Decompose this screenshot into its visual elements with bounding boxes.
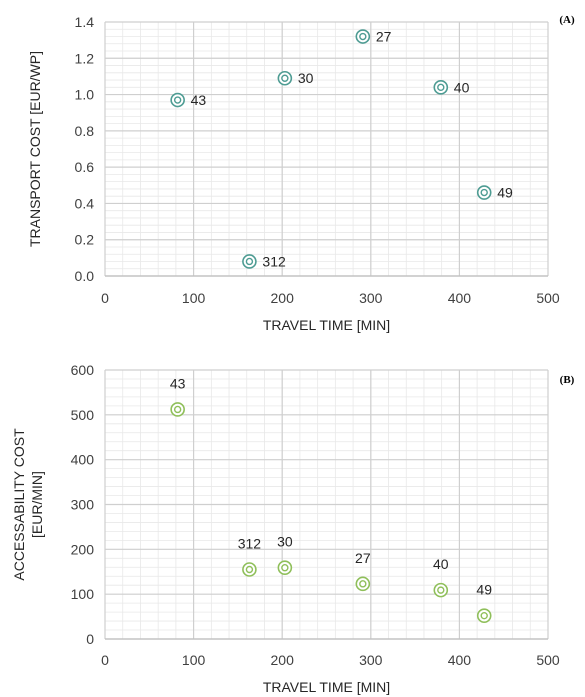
x-tick-label: 200 bbox=[271, 652, 295, 668]
y-tick-label: 0.2 bbox=[75, 232, 95, 248]
data-point-inner bbox=[359, 32, 367, 41]
y-tick-label: 1.2 bbox=[75, 50, 95, 66]
y-tick-label: 500 bbox=[71, 407, 95, 423]
data-label: 43 bbox=[191, 92, 207, 108]
panel-b: 0 100 200 300 400 500 0 100 200 300 400 500 600 TRAVE… bbox=[11, 362, 575, 695]
data-point-inner bbox=[437, 586, 445, 594]
x-tick-label: 400 bbox=[448, 290, 472, 306]
x-tick-label: 0 bbox=[101, 652, 109, 668]
data-label: 30 bbox=[277, 534, 293, 550]
y-tick-label: 600 bbox=[71, 362, 95, 378]
y-tick-label: 0.0 bbox=[75, 268, 95, 284]
x-tick-label: 400 bbox=[448, 652, 472, 668]
data-point bbox=[476, 185, 492, 200]
data-label: 312 bbox=[238, 536, 262, 552]
data-point bbox=[355, 576, 371, 592]
data-label: 40 bbox=[454, 79, 470, 95]
x-tick-label: 100 bbox=[182, 652, 206, 668]
x-axis-title: TRAVEL TIME [MIN] bbox=[263, 317, 390, 333]
x-tick-label: 300 bbox=[359, 290, 383, 306]
x-tick-label: 100 bbox=[182, 290, 206, 306]
x-tick-label: 200 bbox=[271, 290, 295, 306]
data-point-inner bbox=[281, 74, 289, 82]
data-point-inner bbox=[245, 257, 254, 266]
y-axis-title: [EUR/MIN] bbox=[29, 471, 45, 538]
data-point bbox=[242, 562, 257, 577]
y-axis-title: TRANSPORT COST [EUR/WP] bbox=[27, 51, 43, 247]
y-tick-label: 0.6 bbox=[75, 159, 95, 175]
panel-label: (A) bbox=[559, 14, 575, 26]
y-axis-title: ACCESSABILITY COST bbox=[11, 428, 27, 581]
panel-label: (B) bbox=[560, 374, 575, 386]
data-point-inner bbox=[173, 405, 182, 414]
y-tick-label: 0 bbox=[86, 631, 94, 647]
x-tick-label: 300 bbox=[359, 652, 383, 668]
data-label: 40 bbox=[433, 556, 449, 572]
x-tick-label: 500 bbox=[536, 652, 560, 668]
data-point bbox=[170, 92, 185, 108]
data-point bbox=[355, 29, 371, 44]
data-point bbox=[242, 254, 257, 269]
data-point bbox=[433, 582, 449, 598]
y-tick-label: 400 bbox=[71, 452, 95, 468]
y-tick-label: 1.0 bbox=[75, 87, 95, 103]
data-point-inner bbox=[359, 580, 367, 588]
y-tick-label: 200 bbox=[71, 541, 95, 557]
data-point-inner bbox=[281, 564, 289, 572]
data-point bbox=[433, 80, 449, 95]
data-point-inner bbox=[480, 611, 488, 620]
data-point bbox=[277, 70, 293, 86]
data-label: 30 bbox=[298, 70, 314, 86]
data-point-inner bbox=[245, 565, 254, 574]
x-tick-label: 500 bbox=[536, 290, 560, 306]
data-label: 312 bbox=[262, 253, 286, 269]
data-point-inner bbox=[437, 83, 445, 92]
x-axis-title: TRAVEL TIME [MIN] bbox=[263, 679, 390, 695]
data-label: 43 bbox=[170, 375, 186, 391]
data-label: 49 bbox=[476, 582, 492, 598]
y-tick-label: 0.8 bbox=[75, 123, 95, 139]
panel-a: 0 100 200 300 400 500 0.0 0.2 0.4 0.6 0.8 1.0 1.2 1.4… bbox=[27, 14, 575, 333]
data-label: 27 bbox=[376, 29, 392, 45]
data-label: 49 bbox=[497, 185, 513, 201]
data-point bbox=[476, 608, 492, 623]
data-point bbox=[277, 560, 293, 576]
data-point-inner bbox=[480, 188, 488, 197]
y-tick-label: 0.4 bbox=[75, 195, 95, 211]
data-point-inner bbox=[173, 96, 182, 104]
x-tick-label: 0 bbox=[101, 290, 109, 306]
data-label: 27 bbox=[355, 550, 371, 566]
y-tick-label: 100 bbox=[71, 586, 95, 602]
y-tick-label: 1.4 bbox=[75, 14, 95, 30]
data-point bbox=[170, 402, 185, 417]
y-tick-label: 300 bbox=[71, 497, 95, 513]
